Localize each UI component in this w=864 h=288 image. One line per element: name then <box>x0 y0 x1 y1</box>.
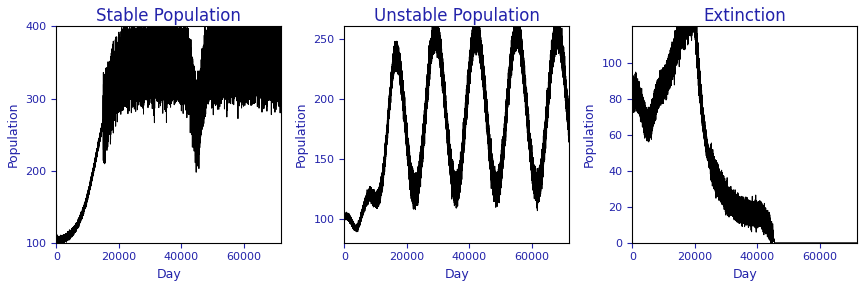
Title: Extinction: Extinction <box>703 7 786 25</box>
X-axis label: Day: Day <box>156 268 181 281</box>
Title: Unstable Population: Unstable Population <box>374 7 540 25</box>
Y-axis label: Population: Population <box>583 102 596 167</box>
Y-axis label: Population: Population <box>7 102 20 167</box>
Title: Stable Population: Stable Population <box>96 7 241 25</box>
X-axis label: Day: Day <box>733 268 757 281</box>
X-axis label: Day: Day <box>444 268 469 281</box>
Y-axis label: Population: Population <box>295 102 308 167</box>
